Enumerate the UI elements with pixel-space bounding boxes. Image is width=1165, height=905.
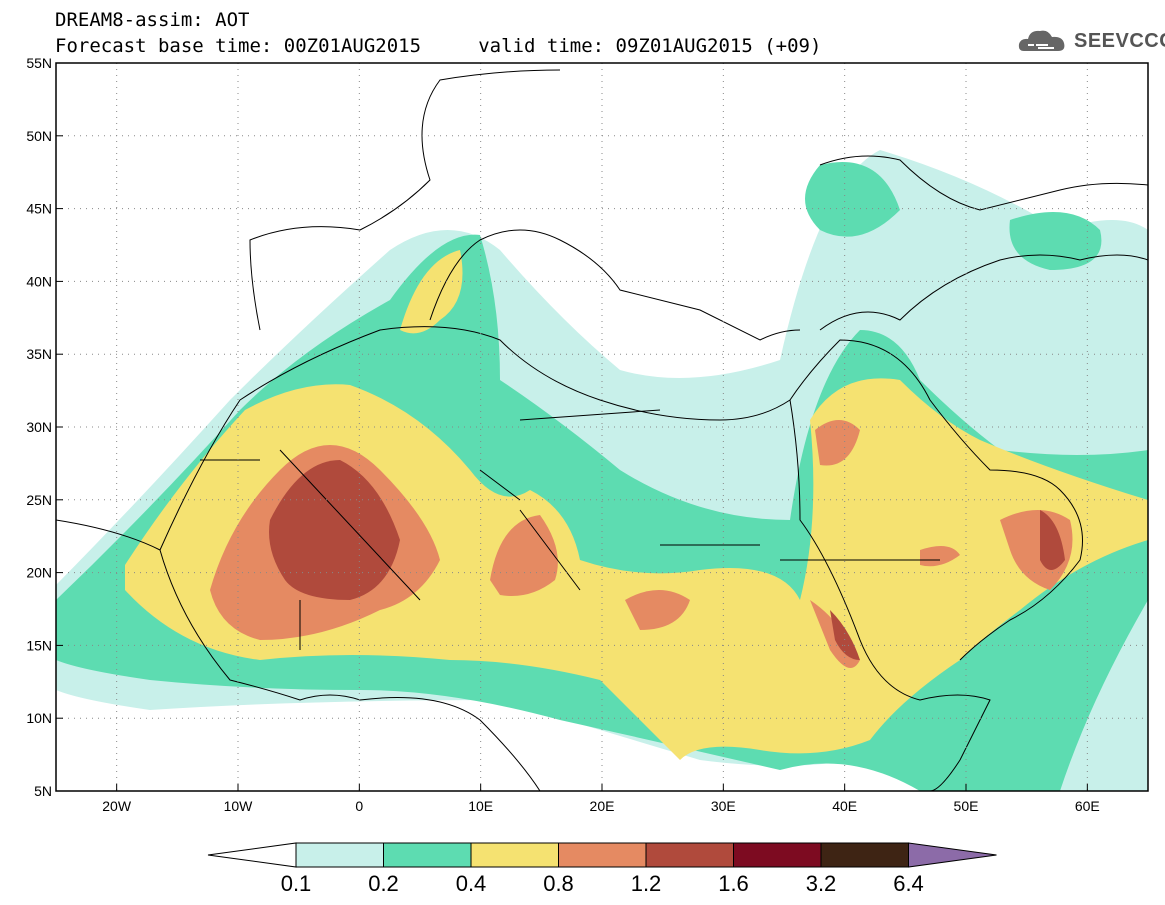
colorbar-label: 1.2 [631, 871, 662, 896]
colorbar-label: 3.2 [806, 871, 837, 896]
colorbar-swatch [821, 843, 909, 867]
colorbar-swatch [734, 843, 822, 867]
colorbar-label: 0.4 [456, 871, 487, 896]
colorbar-label: 0.8 [543, 871, 574, 896]
colorbar-swatch [646, 843, 734, 867]
colorbar: 0.1 0.2 0.4 0.8 1.2 1.6 3.2 6.4 [0, 0, 1165, 905]
colorbar-swatch [559, 843, 647, 867]
colorbar-swatch [296, 843, 384, 867]
colorbar-swatch [471, 843, 559, 867]
colorbar-label: 1.6 [718, 871, 749, 896]
colorbar-lower-extension [208, 843, 296, 867]
colorbar-label: 0.1 [281, 871, 312, 896]
colorbar-label: 0.2 [368, 871, 399, 896]
colorbar-upper-extension [909, 843, 997, 867]
colorbar-swatch [384, 843, 472, 867]
colorbar-label: 6.4 [893, 871, 924, 896]
